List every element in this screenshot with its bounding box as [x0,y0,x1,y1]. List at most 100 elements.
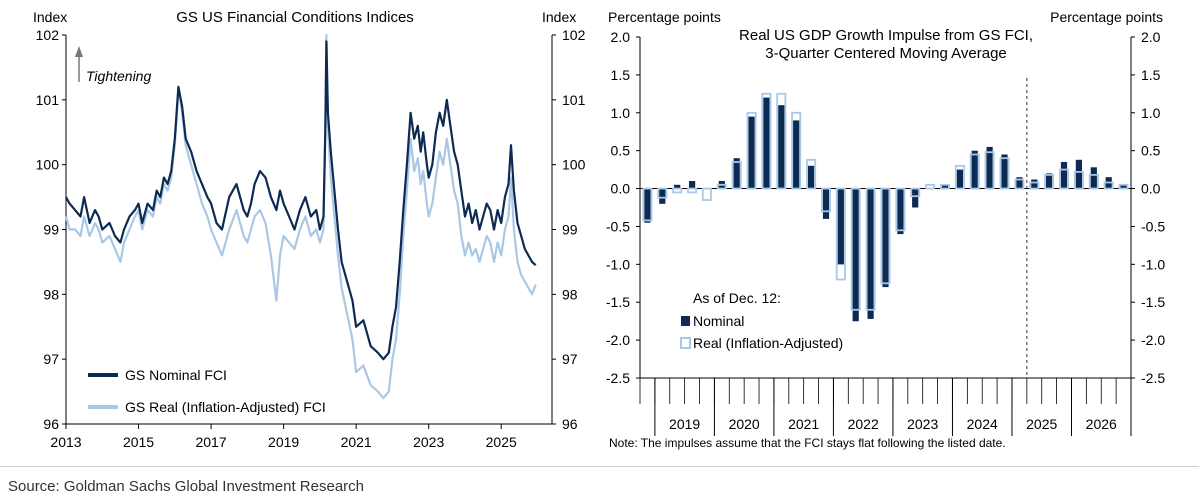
bar-year-label: 2022 [848,416,879,432]
real-bar [1088,173,1099,190]
nominal-bar [659,188,666,204]
real-bar [895,187,906,232]
real-bar [1014,178,1025,190]
x-tick-label: 2013 [50,434,81,450]
real-bar [1044,173,1055,190]
source-text: Source: Goldman Sachs Global Investment … [8,478,365,495]
bar-right-y-tick-label: 1.5 [1141,67,1161,83]
nominal-fci-line [65,40,537,361]
bar-legend-nominal-label: Nominal [693,313,744,329]
real-bar [969,153,980,190]
nominal-bar [897,188,904,235]
nominal-bar [1090,167,1097,189]
real-bar [940,183,951,190]
real-bar [791,111,802,190]
bar-year-label: 2024 [967,416,998,432]
real-bar [999,157,1010,190]
nominal-bar [1046,173,1053,189]
real-bar [746,111,757,190]
nominal-bar [956,169,963,189]
nominal-bar [852,188,859,322]
real-bar [821,187,832,213]
real-bar [925,183,936,190]
bar-left-y-tick-label: 0.5 [611,143,631,159]
real-bar [954,164,965,190]
real-bar [865,187,876,311]
nominal-bar [748,116,755,189]
real-bar [657,187,668,199]
left-y-tick-label: 99 [43,222,59,238]
nominal-bar [1031,179,1038,189]
bar-chart-note: Note: The impulses assume that the FCI s… [609,436,1006,450]
bar-left-y-tick-label: -2.0 [606,332,630,348]
footer-divider [0,466,1199,467]
left-y-label-left: Index [33,9,67,25]
right-y-label-right: Percentage points [1050,9,1163,25]
left-y-tick-label: 101 [36,92,60,108]
real-bar [1118,183,1129,190]
nominal-bar [912,188,919,208]
left-y-label-right: Index [542,9,576,25]
bar-left-y-tick-label: -2.5 [606,370,630,386]
right-chart-plot: 2.0 2.0 1.5 1.5 1.0 1.0 0.5 0.5 0.0 0.0 -0.5 -0.5 -1… [606,29,1165,436]
real-bar [984,151,995,190]
nominal-bar [822,188,830,219]
left-y-tick-label: 98 [43,286,59,302]
nominal-bar [778,105,785,189]
bar-right-y-tick-label: 2.0 [1141,29,1161,45]
real-bar [835,187,846,281]
real-bar [1059,168,1070,190]
left-chart-title: GS US Financial Conditions Indices [176,9,414,26]
nominal-bar [1001,154,1008,189]
right-y-tick-label: 99 [562,222,578,238]
right-y-tick-label: 101 [562,92,586,108]
real-bar [850,187,861,311]
bar-year-label: 2026 [1086,416,1117,432]
nominal-bar [986,146,993,189]
bar-right-y-tick-label: -2.5 [1141,370,1165,386]
x-tick-label: 2021 [341,434,372,450]
real-bar [806,158,817,190]
left-y-tick-label: 102 [36,27,60,43]
real-bar [716,183,727,190]
right-y-tick-label: 100 [562,157,586,173]
bar-left-y-tick-label: 0.0 [611,181,631,197]
left-y-tick-label: 96 [43,416,59,432]
real-bar [910,187,921,198]
legend-nominal-label: GS Nominal FCI [125,367,227,383]
left-chart-plot: 96 96 97 97 98 98 99 99 100 100 101 101 102 102 2013 20… [36,27,586,450]
bar-legend-title: As of Dec. 12: [693,290,781,306]
nominal-bar [808,165,815,189]
left-y-tick-label: 97 [43,351,59,367]
real-bar [672,187,683,194]
nominal-bar [793,120,800,189]
real-bar [776,92,787,190]
bar-left-y-tick-label: -0.5 [606,218,630,234]
bar-left-y-tick-label: -1.0 [606,256,630,272]
nominal-bar [733,158,740,189]
bar-right-y-tick-label: 1.0 [1141,105,1161,121]
nominal-bar [644,188,651,223]
x-tick-label: 2017 [195,434,226,450]
bar-year-label: 2019 [669,416,700,432]
bar-year-label: 2020 [729,416,760,432]
bar-legend-nominal-swatch [681,316,690,326]
x-tick-label: 2015 [123,434,154,450]
x-tick-label: 2025 [486,434,517,450]
bar-year-label: 2023 [907,416,938,432]
bar-legend-real-swatch [680,337,691,349]
nominal-bar [1075,159,1082,189]
bar-legend-real-label: Real (Inflation-Adjusted) [693,335,843,351]
nominal-bar [837,188,844,265]
x-tick-label: 2019 [268,434,299,450]
real-bar [1029,181,1040,190]
nominal-bar [674,184,681,189]
real-bar [761,92,772,190]
x-tick-label: 2023 [413,434,444,450]
real-bar [687,187,698,194]
tightening-arrow-head-icon [75,46,83,57]
left-y-tick-label: 100 [36,157,60,173]
right-y-tick-label: 97 [562,351,578,367]
nominal-bar [1016,177,1023,189]
